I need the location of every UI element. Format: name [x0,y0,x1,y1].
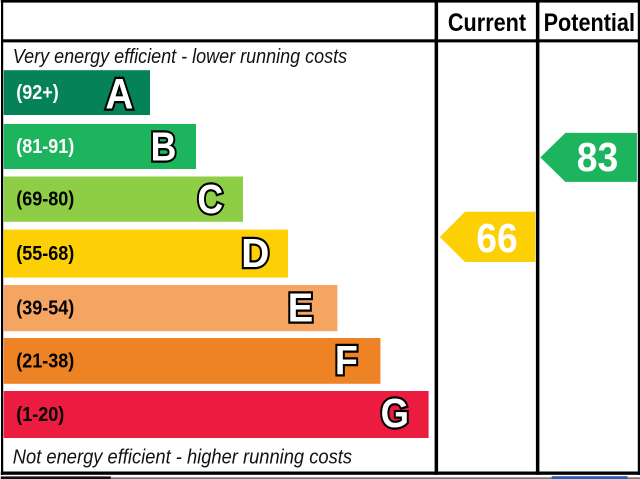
svg-text:E: E [288,285,313,331]
svg-text:Potential: Potential [544,8,635,36]
svg-text:C: C [197,177,223,223]
svg-text:G: G [381,391,409,436]
svg-text:83: 83 [577,136,618,181]
svg-text:(1-20): (1-20) [16,404,64,426]
svg-text:Very energy efficient - lower: Very energy efficient - lower running co… [13,46,348,68]
svg-text:(39-54): (39-54) [16,298,74,320]
svg-text:(55-68): (55-68) [16,243,74,265]
svg-text:(21-38): (21-38) [16,351,74,373]
svg-text:Not energy efficient - higher: Not energy efficient - higher running co… [13,447,353,469]
svg-text:Current: Current [448,8,526,36]
svg-text:B: B [151,124,177,170]
svg-text:(81-91): (81-91) [16,136,74,158]
svg-text:66: 66 [476,217,517,262]
svg-text:(92+): (92+) [16,82,58,104]
svg-text:F: F [335,338,358,384]
svg-text:A: A [105,70,133,118]
svg-text:(69-80): (69-80) [16,189,74,211]
svg-text:D: D [241,231,269,276]
